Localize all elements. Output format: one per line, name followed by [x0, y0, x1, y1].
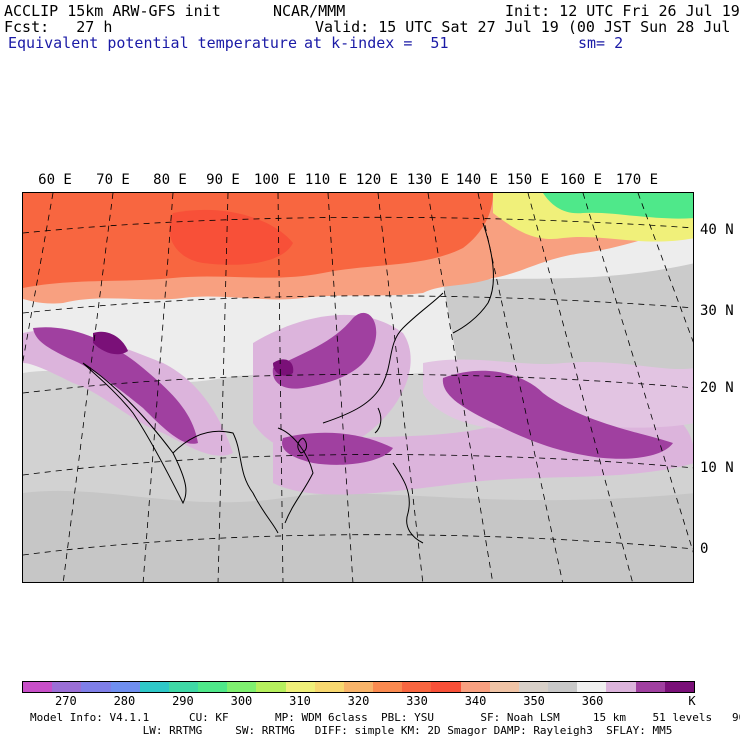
colorbar-segment: [635, 682, 665, 692]
coast-china: [322, 292, 444, 424]
lon-label-100e: 100 E: [253, 172, 297, 188]
colorbar-segment: [606, 682, 636, 692]
colorbar-label: 350: [523, 694, 545, 708]
parallel-0: [23, 534, 693, 556]
lat-label-10n: 10 N: [700, 460, 734, 476]
colorbar-segment: [81, 682, 111, 692]
colorbar-segment: [431, 682, 461, 692]
coast-indochina: [277, 427, 314, 524]
field-core-pacific: [442, 370, 673, 459]
colorbar-label: 320: [347, 694, 370, 708]
colorbar-segment: [460, 682, 490, 692]
coast-japan: [452, 222, 494, 334]
lon-label-80e: 80 E: [153, 172, 187, 188]
parallel-20n: [23, 373, 693, 394]
forecast-hour: Fcst: 27 h: [4, 18, 113, 36]
colorbar-segment: [110, 682, 140, 692]
field-name: Equivalent potential temperature: [8, 34, 297, 52]
colorbar-label: 340: [464, 694, 487, 708]
colorbar-segment: [285, 682, 315, 692]
lat-label-20n: 20 N: [700, 380, 734, 396]
lon-label-60e: 60 E: [38, 172, 72, 188]
lat-label-0: 0: [700, 541, 709, 557]
coastlines: [82, 222, 494, 544]
colorbar-segment: [198, 682, 228, 692]
colorbar-segment: [548, 682, 578, 692]
valid-time: Valid: 15 UTC Sat 27 Jul 19 (00 JST Sun …: [315, 18, 740, 36]
lon-label-150e: 150 E: [506, 172, 550, 188]
model-info-line1: Model Info: V4.1.1 CU: KF MP: WDM 6class…: [30, 711, 740, 724]
colorbar-label: 330: [406, 694, 428, 708]
lon-label-90e: 90 E: [206, 172, 240, 188]
meridian-150e: [527, 193, 633, 582]
vertical-level: at k-index = 51: [304, 34, 449, 52]
field-peak-china: [273, 359, 294, 376]
field-cold-northeast: [543, 193, 693, 219]
coast-bay-of-bengal: [172, 430, 279, 534]
parallel-30n: [23, 295, 693, 314]
lon-label-110e: 110 E: [304, 172, 348, 188]
colorbar-label: 300: [230, 694, 253, 708]
colorbar: [22, 681, 695, 693]
parallel-10n: [23, 454, 693, 476]
colorbar-unit: K: [688, 694, 696, 708]
colorbar-segment: [52, 682, 82, 692]
coast-india: [82, 362, 187, 505]
colorbar-label: 310: [289, 694, 311, 708]
colorbar-segment: [518, 682, 549, 692]
colorbar-segment: [577, 682, 607, 692]
model-info-line2: LW: RRTMG SW: RRTMG DIFF: simple KM: 2D …: [30, 724, 673, 737]
colorbar-label: 280: [113, 694, 136, 708]
colorbar-segment: [139, 682, 169, 692]
lon-label-160e: 160 E: [559, 172, 603, 188]
map-field-svg: [23, 193, 693, 582]
colorbar-segment: [314, 682, 344, 692]
meridian-160e: [582, 193, 693, 553]
theta-e-map: [22, 192, 694, 583]
colorbar-segment: [227, 682, 257, 692]
smoothing-label: sm= 2: [578, 34, 624, 52]
lon-label-130e: 130 E: [406, 172, 450, 188]
field-gray-south: [23, 490, 693, 582]
coast-hainan: [297, 437, 307, 454]
colorbar-segment: [343, 682, 374, 692]
meridian-170e: [637, 193, 693, 343]
lat-label-30n: 30 N: [700, 303, 734, 319]
field-peak-india: [93, 331, 128, 355]
lon-label-70e: 70 E: [96, 172, 130, 188]
colorbar-segment: [23, 682, 53, 692]
parallel-40n: [23, 216, 693, 234]
colorbar-label: 270: [55, 694, 77, 708]
colorbar-label: 290: [172, 694, 194, 708]
field-core-scs: [282, 432, 393, 465]
colorbar-segment: [168, 682, 199, 692]
field-core-india: [33, 327, 198, 444]
field-hot-mongolia: [169, 209, 293, 265]
colorbar-segment: [664, 682, 694, 692]
lat-label-40n: 40 N: [700, 222, 734, 238]
field-core-china: [272, 312, 377, 389]
meridian-130e: [427, 193, 494, 582]
colorbar-segment: [256, 682, 286, 692]
init-time: Init: 12 UTC Fri 26 Jul 19: [505, 2, 740, 20]
lon-label-170e: 170 E: [615, 172, 659, 188]
colorbar-segment: [489, 682, 519, 692]
meridian-60e: [23, 193, 54, 363]
colorbar-segment: [373, 682, 403, 692]
coast-taiwan: [374, 407, 382, 434]
coast-philippines: [392, 462, 424, 544]
model-title: ACCLIP 15km ARW-GFS init: [4, 2, 221, 20]
lon-label-120e: 120 E: [355, 172, 399, 188]
colorbar-segment: [402, 682, 432, 692]
institution-label: NCAR/MMM: [273, 2, 346, 20]
colorbar-label: 360: [581, 694, 604, 708]
lon-label-140e: 140 E: [455, 172, 499, 188]
